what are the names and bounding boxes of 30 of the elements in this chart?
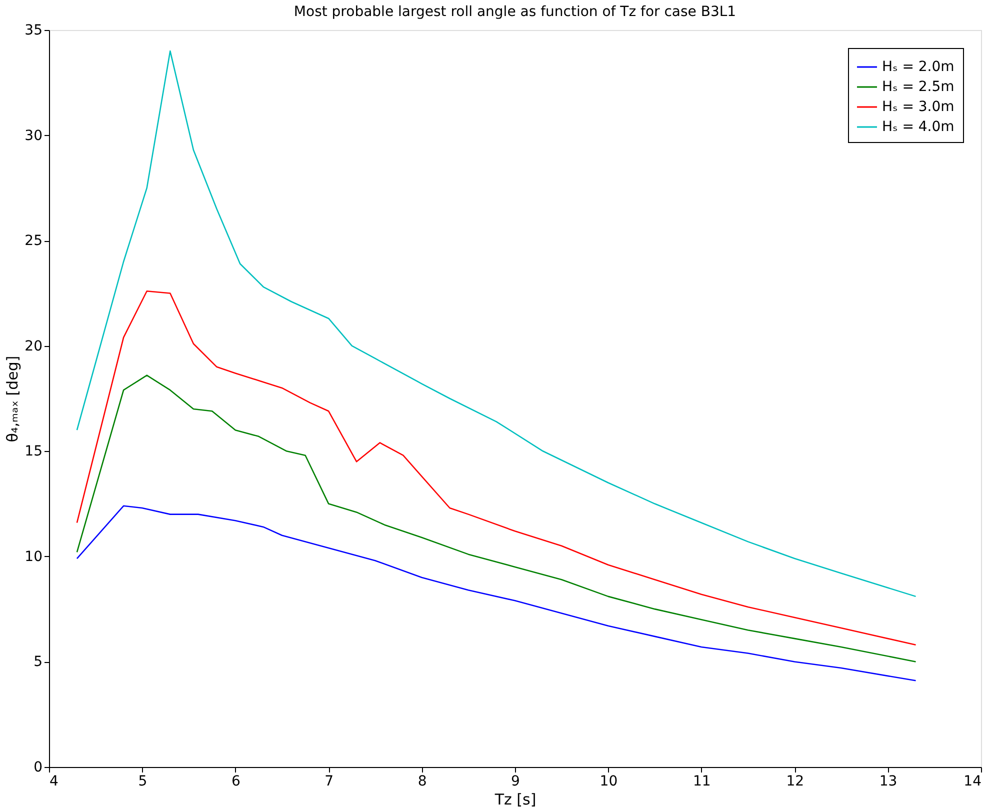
y-tick-label: 25	[24, 233, 42, 250]
x-tick-label: 5	[138, 774, 148, 790]
line-series	[76, 290, 916, 646]
y-axis-title: θ₄,ₘₐₓ [deg]	[4, 356, 22, 442]
line-series	[76, 374, 916, 662]
legend-label: Hₛ = 2.5m	[882, 79, 954, 95]
x-tick-label: 10	[600, 774, 618, 790]
y-tick-label: 5	[34, 654, 42, 670]
y-tick-label: 0	[34, 760, 42, 776]
line-series	[76, 50, 916, 598]
y-tick-label: 15	[24, 444, 42, 460]
y-tick-label: 10	[24, 548, 42, 565]
legend-label: Hₛ = 4.0m	[882, 119, 954, 135]
x-tick-label: 4	[50, 774, 58, 790]
x-tick-label: 8	[418, 774, 427, 790]
legend-label: Hₛ = 3.0m	[882, 99, 954, 115]
x-axis-title: Tz [s]	[494, 790, 536, 808]
y-tick-label: 30	[24, 128, 42, 144]
chart-title: Most probable largest roll angle as function of Tz for case B3L1	[294, 4, 736, 20]
x-tick-label: 9	[511, 774, 520, 790]
x-tick-label: 7	[324, 774, 334, 790]
x-tick-label: 6	[231, 774, 240, 790]
x-tick-label: 11	[692, 774, 711, 790]
x-tick-label: 14	[964, 774, 982, 790]
y-tick-label: 20	[24, 338, 42, 354]
legend-label: Hₛ = 2.0m	[882, 59, 954, 75]
line-series	[76, 505, 916, 682]
x-tick-label: 12	[786, 774, 804, 790]
y-tick-label: 35	[24, 22, 42, 38]
x-tick-label: 13	[879, 774, 898, 790]
